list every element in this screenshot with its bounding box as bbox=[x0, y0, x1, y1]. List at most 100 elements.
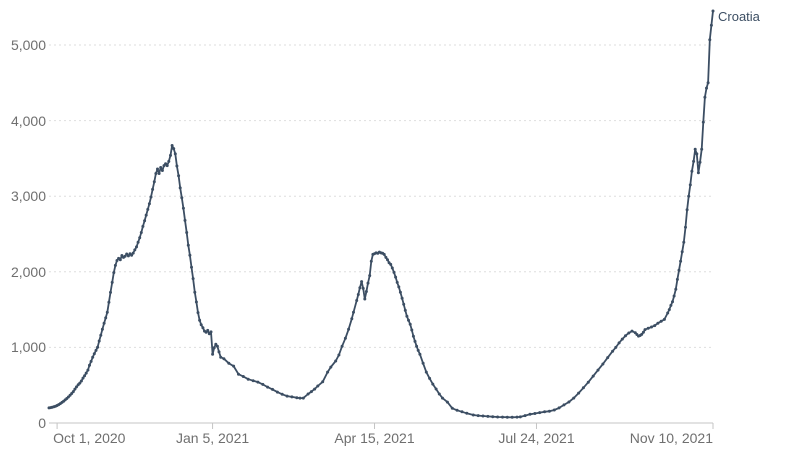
data-point bbox=[138, 236, 142, 240]
data-point bbox=[505, 415, 509, 419]
data-point bbox=[486, 414, 490, 418]
data-point bbox=[212, 346, 216, 350]
data-point bbox=[675, 277, 679, 281]
data-point bbox=[606, 356, 610, 360]
data-point bbox=[105, 310, 109, 314]
data-point bbox=[688, 183, 692, 187]
y-axis-label-0: 0 bbox=[38, 415, 46, 431]
data-point bbox=[91, 355, 95, 359]
data-point bbox=[196, 311, 200, 315]
data-point bbox=[695, 152, 699, 156]
data-point bbox=[152, 180, 156, 184]
data-point bbox=[557, 406, 561, 410]
data-point bbox=[83, 374, 87, 378]
data-point bbox=[131, 251, 135, 255]
data-point bbox=[266, 385, 270, 389]
data-point bbox=[209, 330, 213, 334]
data-point bbox=[241, 375, 245, 378]
data-point bbox=[363, 297, 367, 301]
data-point bbox=[547, 409, 551, 413]
data-point bbox=[708, 38, 712, 42]
data-point bbox=[71, 390, 75, 394]
data-point bbox=[701, 120, 705, 124]
series-label-croatia[interactable]: Croatia bbox=[718, 8, 760, 24]
data-point bbox=[407, 318, 410, 322]
data-point bbox=[73, 387, 77, 391]
data-point bbox=[411, 334, 415, 338]
data-point bbox=[410, 328, 414, 332]
data-point bbox=[455, 408, 459, 412]
data-point bbox=[135, 245, 138, 249]
data-point bbox=[684, 225, 687, 229]
data-point bbox=[690, 169, 694, 173]
data-point bbox=[334, 359, 338, 363]
data-point bbox=[261, 382, 265, 386]
data-point bbox=[640, 332, 644, 336]
data-point bbox=[441, 396, 444, 400]
data-point bbox=[405, 314, 409, 318]
data-point bbox=[343, 336, 347, 340]
data-point bbox=[471, 413, 475, 417]
data-point bbox=[705, 86, 708, 90]
data-point bbox=[366, 281, 370, 285]
data-point bbox=[364, 290, 368, 293]
data-point bbox=[180, 196, 184, 200]
data-point bbox=[382, 252, 386, 256]
data-point bbox=[143, 219, 147, 223]
data-point bbox=[237, 372, 240, 376]
data-point bbox=[251, 379, 255, 383]
y-axis-label-3000: 3,000 bbox=[10, 188, 46, 205]
data-point bbox=[711, 9, 715, 13]
data-point bbox=[100, 327, 104, 331]
chart-line-croatia bbox=[48, 10, 714, 419]
data-point bbox=[194, 300, 198, 304]
data-point bbox=[321, 380, 325, 384]
data-point bbox=[113, 263, 117, 267]
data-point bbox=[679, 259, 683, 263]
data-point bbox=[662, 317, 666, 321]
data-point bbox=[347, 327, 351, 331]
data-point bbox=[181, 206, 185, 210]
data-point bbox=[104, 316, 108, 320]
data-point bbox=[360, 280, 364, 284]
data-point bbox=[110, 280, 114, 284]
data-point bbox=[696, 171, 700, 175]
data-point bbox=[693, 147, 697, 151]
data-point bbox=[677, 268, 681, 272]
data-point bbox=[437, 392, 441, 396]
data-point bbox=[646, 326, 650, 330]
data-point bbox=[709, 23, 713, 27]
data-point bbox=[416, 348, 420, 352]
data-point bbox=[81, 376, 85, 380]
data-point bbox=[617, 341, 621, 345]
data-point bbox=[627, 331, 631, 335]
data-point bbox=[86, 368, 90, 372]
data-point bbox=[326, 370, 330, 374]
data-point bbox=[611, 349, 615, 353]
data-point bbox=[476, 414, 480, 418]
data-point bbox=[672, 294, 676, 298]
data-point bbox=[682, 240, 686, 244]
data-point bbox=[397, 285, 401, 289]
data-point bbox=[139, 231, 143, 234]
x-axis-label-apr-15-2021: Apr 15, 2021 bbox=[334, 430, 415, 446]
data-point bbox=[460, 410, 464, 414]
data-point bbox=[172, 147, 176, 151]
data-point bbox=[123, 254, 127, 258]
data-point bbox=[369, 259, 373, 263]
data-point bbox=[173, 152, 177, 156]
data-point bbox=[659, 319, 663, 323]
y-axis-label-2000: 2,000 bbox=[10, 263, 46, 280]
data-point bbox=[552, 408, 556, 412]
data-point bbox=[421, 361, 425, 365]
data-point bbox=[126, 254, 130, 258]
data-point bbox=[656, 321, 660, 325]
data-point bbox=[491, 415, 495, 419]
data-point bbox=[614, 345, 618, 349]
data-point bbox=[177, 174, 181, 178]
data-point bbox=[160, 169, 164, 172]
data-point bbox=[572, 396, 576, 400]
data-point bbox=[144, 213, 148, 217]
data-point bbox=[275, 390, 279, 394]
